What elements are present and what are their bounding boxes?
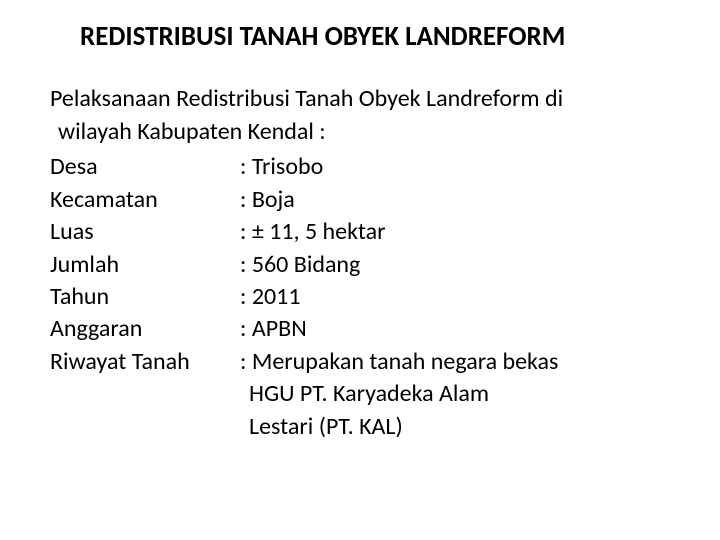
riwayat-continuation-2: Lestari (PT. KAL)	[50, 411, 670, 443]
data-row-luas: Luas : ± 11, 5 hektar	[50, 216, 670, 248]
data-row-jumlah: Jumlah : 560 Bidang	[50, 249, 670, 281]
page-title: REDISTRIBUSI TANAH OBYEK LANDREFORM	[80, 20, 670, 53]
value-kecamatan: : Boja	[240, 184, 670, 216]
label-luas: Luas	[50, 216, 240, 248]
data-row-desa: Desa : Trisobo	[50, 151, 670, 183]
value-tahun: : 2011	[240, 281, 670, 313]
label-kecamatan: Kecamatan	[50, 184, 240, 216]
data-row-kecamatan: Kecamatan : Boja	[50, 184, 670, 216]
label-anggaran: Anggaran	[50, 313, 240, 345]
label-jumlah: Jumlah	[50, 249, 240, 281]
label-riwayat: Riwayat Tanah	[50, 346, 240, 378]
label-tahun: Tahun	[50, 281, 240, 313]
value-luas: : ± 11, 5 hektar	[240, 216, 670, 248]
data-row-tahun: Tahun : 2011	[50, 281, 670, 313]
value-anggaran: : APBN	[240, 313, 670, 345]
value-riwayat: : Merupakan tanah negara bekas	[240, 346, 670, 378]
intro-text-line1: Pelaksanaan Redistribusi Tanah Obyek Lan…	[50, 83, 670, 114]
label-desa: Desa	[50, 151, 240, 183]
value-jumlah: : 560 Bidang	[240, 249, 670, 281]
value-desa: : Trisobo	[240, 151, 670, 183]
data-row-anggaran: Anggaran : APBN	[50, 313, 670, 345]
data-row-riwayat: Riwayat Tanah : Merupakan tanah negara b…	[50, 346, 670, 378]
riwayat-continuation-1: HGU PT. Karyadeka Alam	[50, 378, 670, 410]
intro-text-line2: wilayah Kabupaten Kendal :	[50, 116, 670, 147]
